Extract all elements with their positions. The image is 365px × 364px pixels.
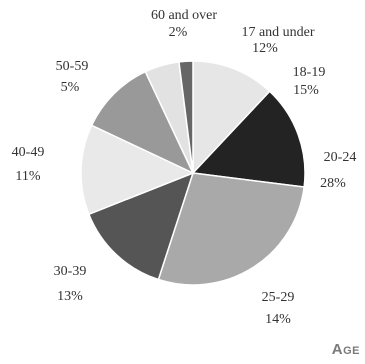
slice-value-label: 12% bbox=[252, 41, 278, 56]
chart-title: Age bbox=[332, 341, 360, 358]
slice-label: 30-39 bbox=[54, 264, 87, 279]
slice-label: 25-29 bbox=[262, 290, 295, 305]
slice-value-label: 5% bbox=[61, 80, 80, 95]
slice-label: 18-19 bbox=[293, 65, 326, 80]
pie-slice bbox=[192, 60, 271, 175]
slice-value-label: 28% bbox=[320, 176, 346, 191]
slice-value-label: 13% bbox=[57, 289, 83, 304]
slice-label: 20-24 bbox=[324, 150, 357, 165]
pie-slice bbox=[191, 90, 306, 188]
pie-slice bbox=[80, 124, 195, 216]
pie-slice bbox=[90, 70, 195, 175]
slice-value-label: 11% bbox=[15, 169, 40, 184]
pie-slice bbox=[178, 60, 194, 174]
slice-label: 60 and over bbox=[151, 8, 217, 23]
slice-value-label: 15% bbox=[293, 83, 319, 98]
pie-slice bbox=[157, 172, 305, 286]
pie-slice bbox=[87, 171, 195, 281]
slice-value-label: 2% bbox=[169, 25, 188, 40]
slice-value-label: 14% bbox=[265, 312, 291, 327]
slice-label: 50-59 bbox=[56, 59, 89, 74]
slice-label: 17 and under bbox=[241, 25, 314, 40]
slice-label: 40-49 bbox=[12, 145, 45, 160]
